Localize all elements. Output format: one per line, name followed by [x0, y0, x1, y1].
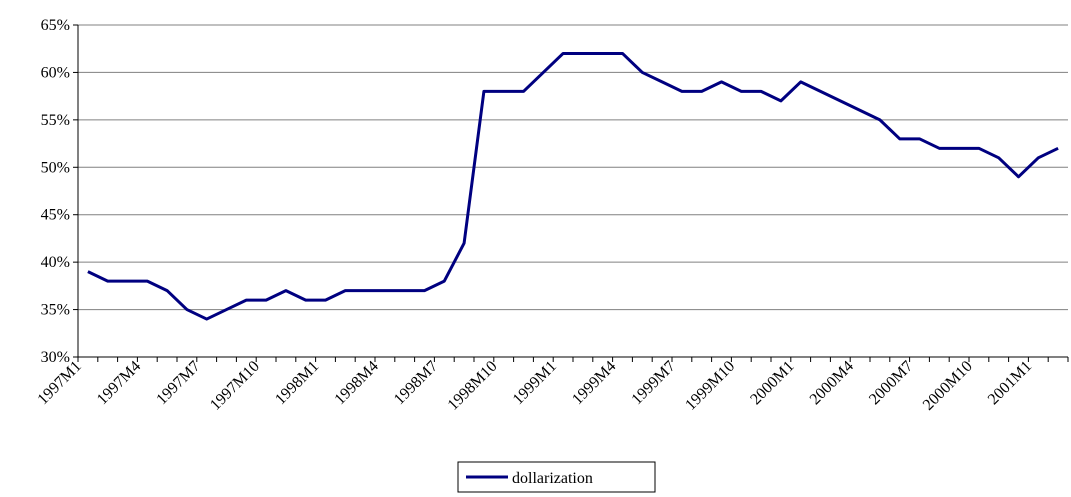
x-tick-label: 1999M1: [510, 358, 560, 408]
x-tick-label: 1999M7: [628, 358, 678, 408]
y-tick-label: 40%: [41, 254, 70, 271]
x-tick-label: 1997M7: [153, 358, 203, 408]
y-tick-label: 30%: [41, 349, 70, 366]
y-tick-label: 35%: [41, 302, 70, 319]
data-line: [87, 51, 1059, 321]
x-tick-label: 2000M7: [866, 358, 916, 408]
x-tick-label: 1998M10: [445, 358, 501, 414]
x-tick-label: 1999M10: [682, 358, 738, 414]
x-tick-label: 1998M4: [331, 358, 381, 408]
x-tick-label: 2000M1: [747, 358, 797, 408]
x-tick-label: 2000M4: [807, 358, 857, 408]
x-tick-label: 2001M1: [985, 358, 1035, 408]
x-tick-label: 1999M4: [569, 358, 619, 408]
y-tick-label: 65%: [41, 17, 70, 34]
legend-label: dollarization: [512, 470, 593, 487]
x-tick-label: 1998M7: [391, 358, 441, 408]
x-tick-label: 1998M1: [272, 358, 322, 408]
y-tick-label: 45%: [41, 207, 70, 224]
y-tick-label: 50%: [41, 159, 70, 176]
y-tick-label: 55%: [41, 112, 70, 129]
y-tick-label: 60%: [41, 64, 70, 81]
x-tick-label: 2000M10: [920, 358, 976, 414]
x-tick-label: 1997M10: [207, 358, 263, 414]
x-tick-label: 1997M4: [94, 358, 144, 408]
